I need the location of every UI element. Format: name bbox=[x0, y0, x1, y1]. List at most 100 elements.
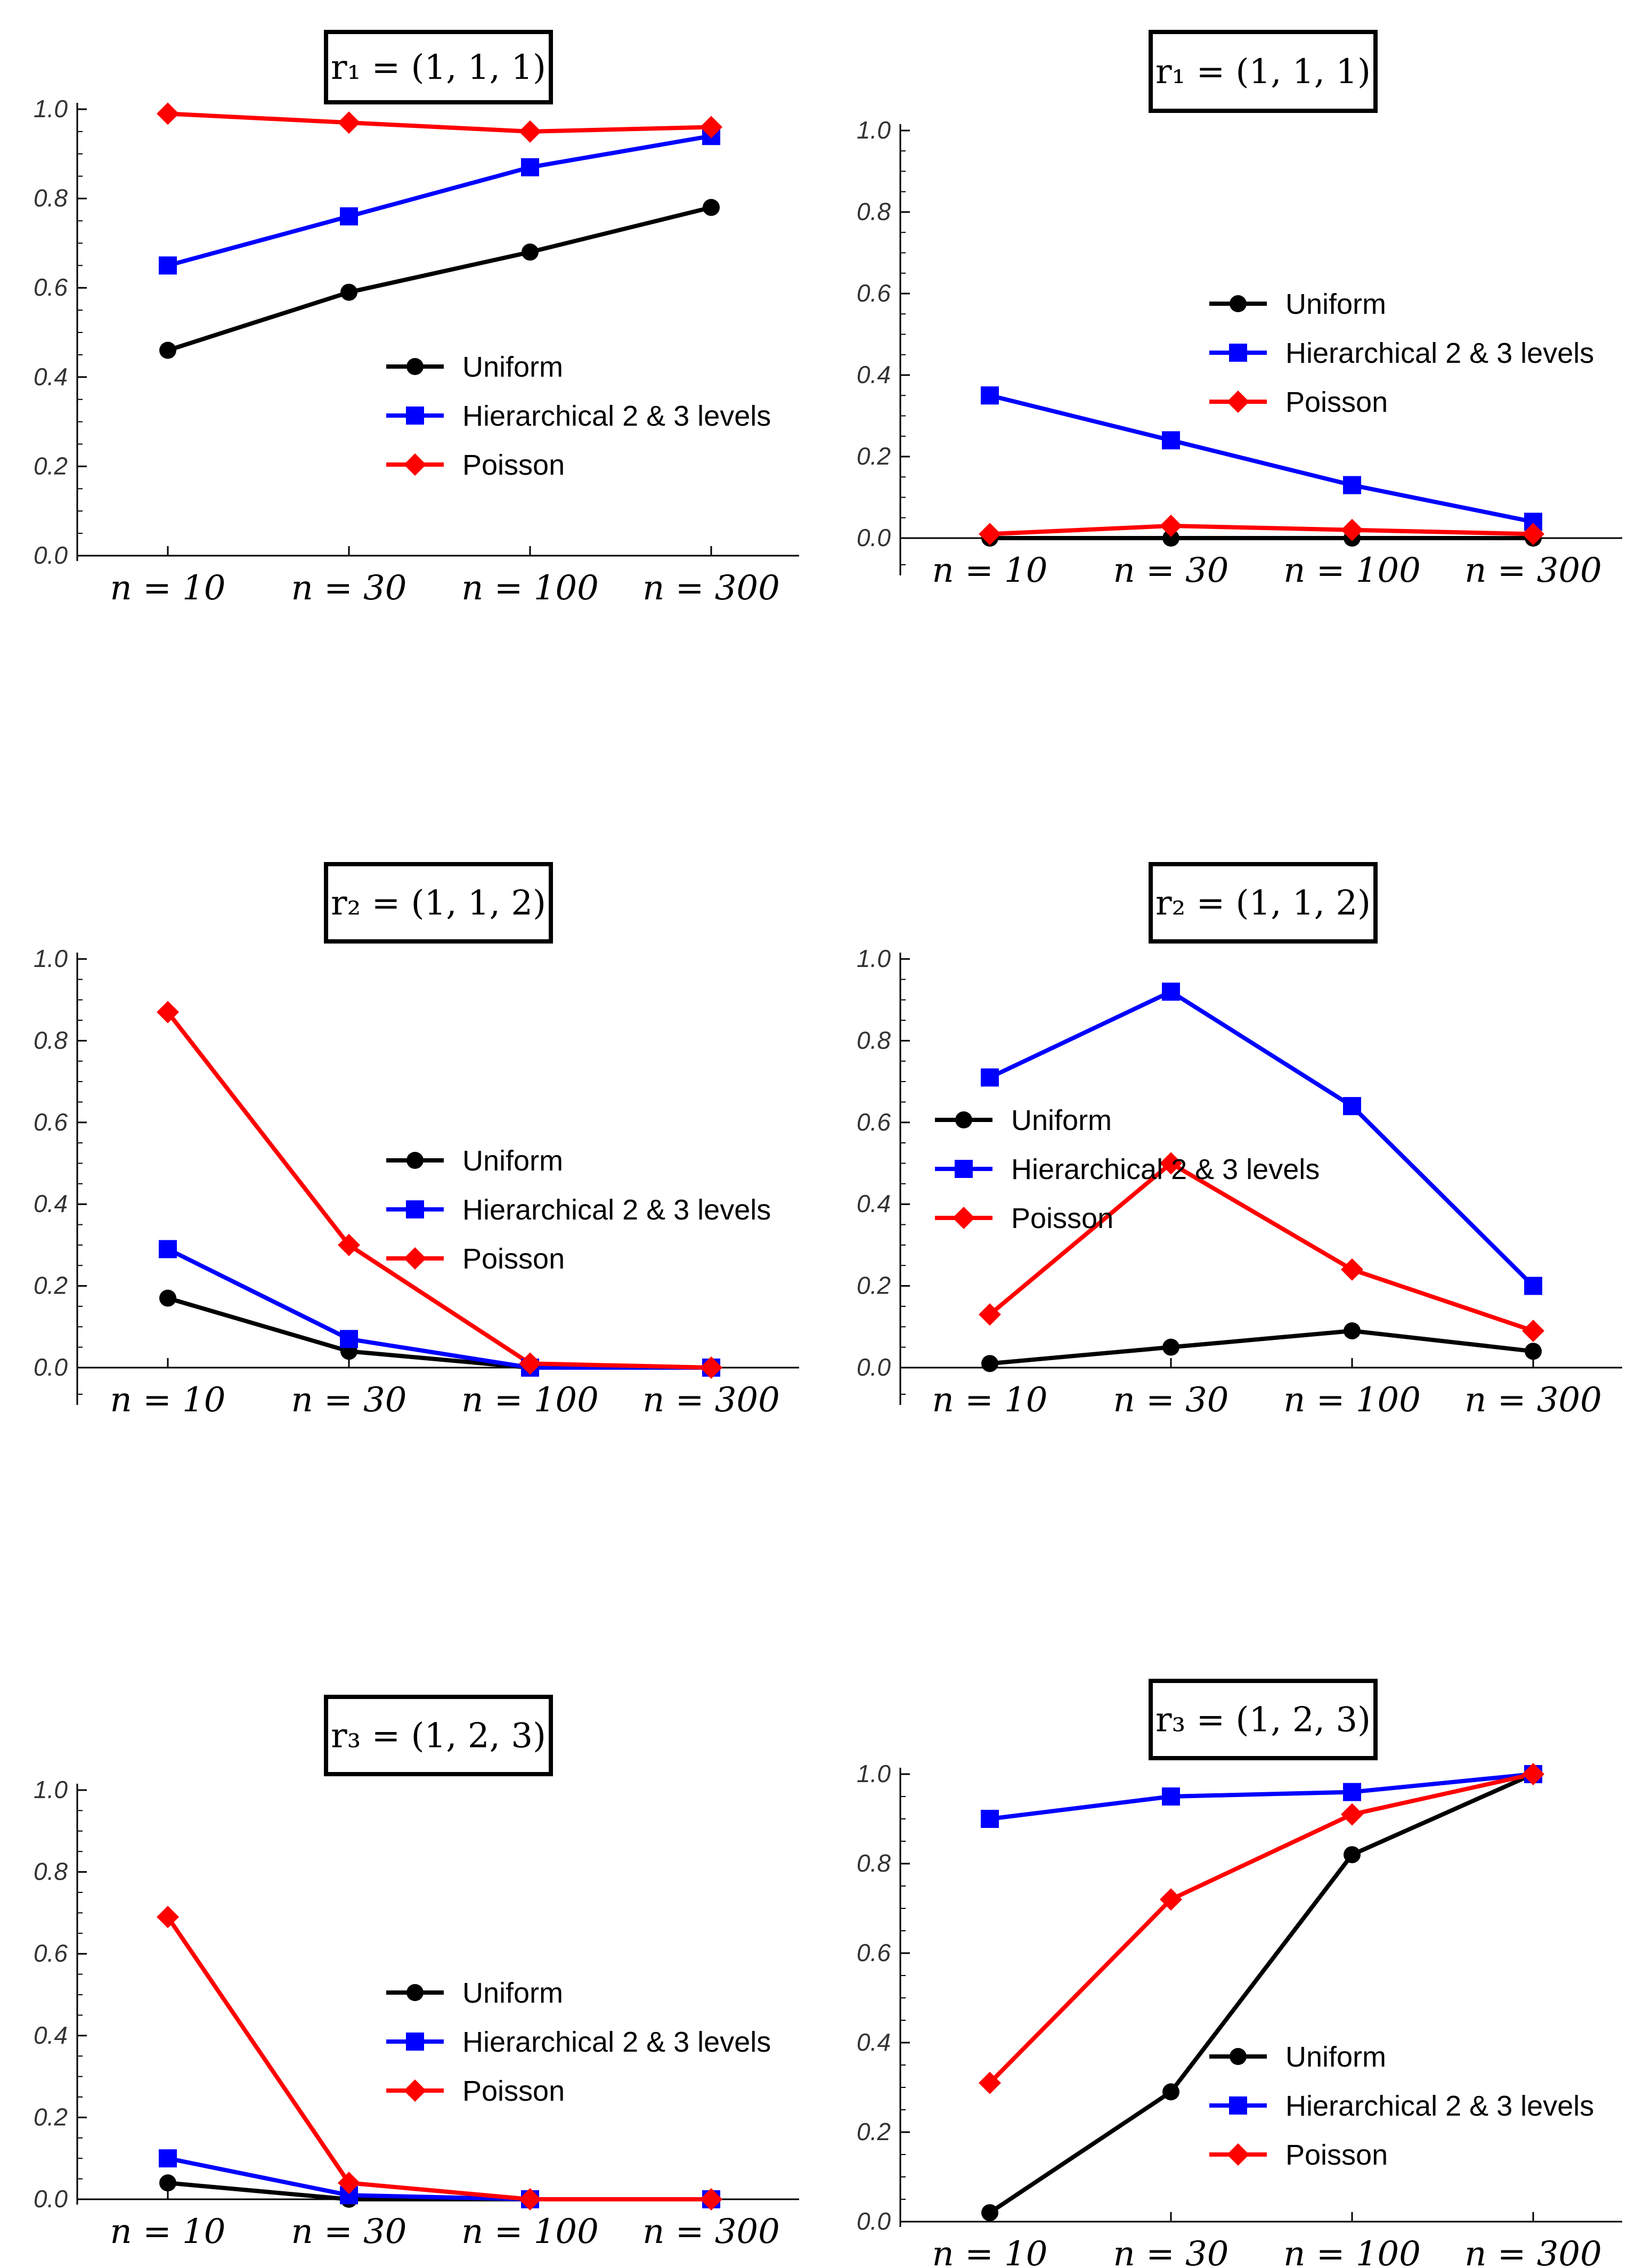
y-tick-label: 0.2 bbox=[34, 1272, 68, 1299]
data-point bbox=[1525, 1343, 1542, 1360]
y-tick-label: 0.8 bbox=[857, 1026, 891, 1054]
data-point bbox=[521, 158, 539, 176]
data-point bbox=[340, 207, 358, 226]
x-tick-label: n = 30 bbox=[1113, 2234, 1229, 2268]
data-point bbox=[338, 111, 360, 134]
data-point bbox=[159, 1240, 177, 1258]
y-tick-label: 0.2 bbox=[857, 2118, 891, 2145]
chart-title: r₃ = (1, 2, 3) bbox=[1155, 1701, 1371, 1740]
series-line-3 bbox=[988, 1772, 1534, 2085]
data-point bbox=[340, 283, 357, 301]
y-tick-label: 1.0 bbox=[34, 95, 68, 123]
legend-label: Poisson bbox=[1011, 1202, 1113, 1234]
legend-marker bbox=[1229, 344, 1247, 362]
chart-title: r₁ = (1, 1, 1) bbox=[1155, 52, 1371, 92]
data-point bbox=[981, 1355, 998, 1372]
x-tick-label: n = 10 bbox=[932, 1380, 1048, 1420]
legend: Uniform Hierarchical 2 & 3 levels Poisson bbox=[386, 1145, 771, 1275]
chart-panel-1: r₁ = (1, 1, 1) 0.0 0.2 0.4 0.6 0.8 1.0 n = 10 n … bbox=[34, 30, 799, 608]
legend-label: Hierarchical 2 & 3 levels bbox=[1285, 2090, 1594, 2122]
chart-panel-4: r₂ = (1, 1, 2) 0.0 0.2 0.4 0.6 0.8 1.0 n = 10 n … bbox=[857, 862, 1622, 1420]
legend-label: Uniform bbox=[1011, 1104, 1112, 1136]
legend-marker bbox=[406, 407, 424, 425]
x-tick-label: n = 30 bbox=[291, 1380, 407, 1420]
chart-panel-5: r₃ = (1, 2, 3) 0.0 0.2 0.4 0.6 0.8 1.0 n = 10 n … bbox=[34, 1695, 799, 2251]
data-point bbox=[981, 2204, 998, 2222]
data-point bbox=[159, 256, 177, 275]
chart-title-frame bbox=[1149, 862, 1378, 944]
data-point bbox=[1522, 1319, 1544, 1342]
y-tick-label: 0.4 bbox=[857, 1190, 891, 1217]
series-line-1 bbox=[988, 1772, 1534, 2215]
legend-marker bbox=[406, 1984, 424, 2001]
series-line-2 bbox=[989, 989, 1535, 1288]
y-tick-label: 0.2 bbox=[34, 2103, 68, 2131]
data-point bbox=[519, 120, 541, 143]
data-point bbox=[519, 2188, 541, 2210]
series-line-3 bbox=[166, 1915, 711, 2201]
data-point bbox=[700, 1356, 722, 1379]
x-tick-label: n = 300 bbox=[642, 1380, 780, 1420]
x-tick-label: n = 300 bbox=[1464, 2234, 1602, 2268]
legend: Uniform Hierarchical 2 & 3 levels Poisson bbox=[386, 1977, 771, 2107]
series-line-3 bbox=[167, 111, 712, 134]
y-tick-label: 0.6 bbox=[857, 279, 891, 307]
data-point bbox=[1344, 1322, 1361, 1339]
data-point bbox=[159, 2149, 177, 2168]
data-point bbox=[1160, 515, 1182, 538]
y-tick-label: 0.2 bbox=[857, 1272, 891, 1299]
legend-marker bbox=[955, 1111, 972, 1128]
legend-marker bbox=[953, 1207, 975, 1229]
y-tick-label: 0.4 bbox=[34, 363, 68, 391]
y-tick-label: 1.0 bbox=[857, 116, 891, 144]
y-tick-label: 0.8 bbox=[857, 198, 891, 225]
x-tick-label: n = 30 bbox=[291, 568, 407, 608]
y-tick-label: 0.0 bbox=[34, 1353, 68, 1381]
data-point bbox=[1522, 1763, 1544, 1785]
data-point bbox=[1160, 1888, 1182, 1911]
data-point bbox=[338, 1233, 360, 1256]
legend-label: Hierarchical 2 & 3 levels bbox=[462, 1194, 771, 1226]
data-point bbox=[1344, 1846, 1361, 1864]
x-tick-label: n = 10 bbox=[110, 1380, 226, 1420]
series-line-1 bbox=[167, 1296, 711, 1370]
series-line-2 bbox=[989, 1772, 1534, 1821]
legend-marker bbox=[406, 358, 424, 375]
chart-title-box: r₁ = (1, 1, 1) bbox=[1149, 30, 1378, 113]
legend-label: Hierarchical 2 & 3 levels bbox=[1285, 337, 1594, 369]
chart-title: r₂ = (1, 1, 2) bbox=[1155, 884, 1371, 923]
data-point bbox=[1341, 1258, 1363, 1281]
y-tick-label: 0.4 bbox=[34, 1190, 68, 1217]
series-line-3 bbox=[989, 524, 1534, 536]
data-point bbox=[703, 199, 720, 216]
legend-label: Uniform bbox=[1285, 288, 1386, 320]
data-point bbox=[157, 1906, 179, 1929]
legend: Uniform Hierarchical 2 & 3 levels Poisson bbox=[1209, 2041, 1594, 2171]
data-point bbox=[1341, 518, 1363, 541]
y-tick-label: 0.2 bbox=[34, 452, 68, 479]
chart-title-box: r₃ = (1, 2, 3) bbox=[1149, 1679, 1378, 1760]
data-point bbox=[981, 1810, 999, 1828]
chart-title-frame bbox=[324, 862, 553, 944]
x-tick-label: n = 10 bbox=[110, 568, 226, 608]
data-point bbox=[1343, 1097, 1361, 1116]
x-tick-label: n = 100 bbox=[1283, 551, 1421, 590]
y-tick-label: 0.0 bbox=[34, 541, 68, 569]
y-tick-label: 0.4 bbox=[857, 361, 891, 388]
chart-title-frame bbox=[1149, 1679, 1378, 1760]
data-point bbox=[1343, 1783, 1361, 1801]
x-tick-label: n = 100 bbox=[461, 568, 599, 608]
y-tick-label: 0.8 bbox=[34, 1858, 68, 1885]
data-point bbox=[157, 1001, 179, 1023]
y-tick-label: 0.0 bbox=[857, 1353, 891, 1381]
chart-title-box: r₃ = (1, 2, 3) bbox=[324, 1695, 553, 1776]
series-line-3 bbox=[166, 1011, 712, 1370]
x-tick-label: n = 10 bbox=[932, 551, 1048, 590]
series-line-3 bbox=[988, 1161, 1534, 1333]
y-tick-label: 0.6 bbox=[34, 1939, 68, 1967]
data-point bbox=[519, 1352, 541, 1375]
x-tick-label: n = 10 bbox=[110, 2212, 226, 2251]
y-tick-label: 0.6 bbox=[857, 1939, 891, 1966]
data-point bbox=[1162, 431, 1180, 450]
series-line-2 bbox=[989, 393, 1534, 524]
